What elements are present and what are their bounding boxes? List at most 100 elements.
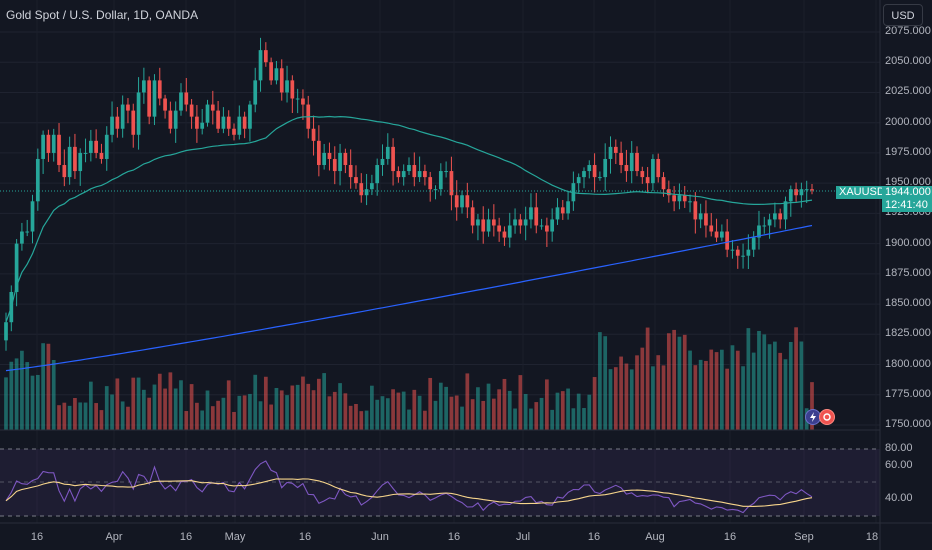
candle-body[interactable]	[460, 195, 464, 208]
candle-body[interactable]	[608, 146, 613, 159]
candle-body[interactable]	[783, 201, 788, 220]
candle-body[interactable]	[242, 116, 247, 129]
candle-body[interactable]	[672, 195, 676, 202]
candle-body[interactable]	[401, 171, 406, 178]
candle-body[interactable]	[115, 116, 120, 129]
candle-body[interactable]	[560, 207, 565, 214]
candle-body[interactable]	[476, 219, 480, 226]
earnings-icon[interactable]	[819, 409, 835, 425]
candle-body[interactable]	[613, 146, 618, 153]
candle-body[interactable]	[423, 171, 427, 178]
candle-body[interactable]	[566, 201, 570, 214]
candle-body[interactable]	[396, 171, 401, 178]
candle-body[interactable]	[709, 225, 714, 232]
candle-body[interactable]	[497, 225, 502, 232]
candle-body[interactable]	[78, 152, 83, 172]
candle-body[interactable]	[237, 116, 242, 135]
candle-body[interactable]	[173, 110, 178, 129]
candle-body[interactable]	[274, 68, 279, 81]
candle-body[interactable]	[73, 146, 77, 172]
candle-body[interactable]	[407, 165, 411, 172]
candle-body[interactable]	[391, 146, 395, 172]
candle-body[interactable]	[523, 219, 528, 226]
candle-body[interactable]	[539, 225, 544, 227]
candle-body[interactable]	[332, 158, 337, 172]
candle-body[interactable]	[221, 116, 226, 129]
candle-body[interactable]	[545, 225, 549, 232]
candle-body[interactable]	[380, 158, 385, 166]
candle-body[interactable]	[189, 104, 194, 117]
candle-body[interactable]	[412, 165, 417, 178]
candle-body[interactable]	[576, 177, 581, 184]
candle-body[interactable]	[794, 189, 798, 196]
candle-body[interactable]	[51, 134, 56, 153]
candle-body[interactable]	[200, 122, 205, 129]
candle-body[interactable]	[4, 322, 8, 341]
candle-body[interactable]	[433, 189, 438, 191]
candle-body[interactable]	[704, 213, 708, 226]
candle-body[interactable]	[67, 146, 72, 178]
candle-body[interactable]	[269, 62, 273, 81]
candle-body[interactable]	[343, 152, 348, 166]
candle-body[interactable]	[57, 134, 61, 166]
candle-body[interactable]	[62, 165, 67, 178]
candle-body[interactable]	[725, 231, 730, 250]
candle-body[interactable]	[629, 152, 634, 172]
candle-body[interactable]	[651, 158, 655, 184]
candle-body[interactable]	[449, 171, 454, 196]
candle-body[interactable]	[263, 50, 268, 63]
candle-body[interactable]	[126, 104, 130, 111]
candle-body[interactable]	[661, 177, 666, 190]
candle-body[interactable]	[719, 231, 724, 238]
candle-body[interactable]	[258, 50, 263, 81]
candle-body[interactable]	[444, 171, 448, 173]
candle-body[interactable]	[529, 207, 533, 220]
candle-body[interactable]	[587, 165, 592, 172]
candle-body[interactable]	[730, 249, 735, 251]
candle-body[interactable]	[290, 80, 295, 99]
candle-body[interactable]	[301, 98, 305, 105]
candle-body[interactable]	[592, 165, 597, 178]
candle-body[interactable]	[338, 152, 342, 172]
candle-body[interactable]	[30, 201, 35, 232]
candle-body[interactable]	[767, 219, 772, 226]
candle-body[interactable]	[656, 158, 661, 178]
candle-body[interactable]	[216, 110, 220, 129]
candle-body[interactable]	[120, 104, 125, 129]
candle-body[interactable]	[677, 195, 682, 202]
candle-body[interactable]	[735, 249, 740, 256]
candle-body[interactable]	[163, 98, 167, 111]
candle-body[interactable]	[295, 98, 300, 100]
candle-body[interactable]	[486, 219, 491, 232]
candle-body[interactable]	[88, 140, 93, 153]
candle-body[interactable]	[624, 165, 629, 172]
candle-body[interactable]	[534, 207, 539, 226]
candle-body[interactable]	[364, 189, 369, 196]
candle-body[interactable]	[598, 177, 602, 179]
candle-body[interactable]	[603, 158, 608, 178]
candle-body[interactable]	[751, 237, 756, 250]
candle-body[interactable]	[550, 219, 555, 232]
candle-body[interactable]	[348, 165, 353, 178]
candle-body[interactable]	[131, 110, 136, 135]
candle-body[interactable]	[285, 80, 289, 93]
candle-body[interactable]	[152, 80, 157, 117]
candle-body[interactable]	[316, 140, 321, 166]
candle-body[interactable]	[465, 195, 470, 208]
candle-body[interactable]	[428, 177, 433, 190]
candle-body[interactable]	[746, 249, 751, 256]
candle-body[interactable]	[184, 92, 189, 105]
candle-body[interactable]	[518, 219, 523, 226]
candle-body[interactable]	[741, 255, 745, 257]
candle-body[interactable]	[311, 128, 316, 141]
candle-body[interactable]	[83, 152, 88, 154]
candle-body[interactable]	[375, 165, 380, 184]
candle-body[interactable]	[99, 152, 104, 159]
candle-body[interactable]	[438, 171, 443, 190]
candle-body[interactable]	[773, 213, 777, 220]
candle-body[interactable]	[454, 195, 459, 208]
candle-body[interactable]	[693, 201, 698, 220]
candle-body[interactable]	[142, 80, 146, 93]
candle-body[interactable]	[619, 152, 623, 166]
candle-body[interactable]	[799, 189, 804, 196]
